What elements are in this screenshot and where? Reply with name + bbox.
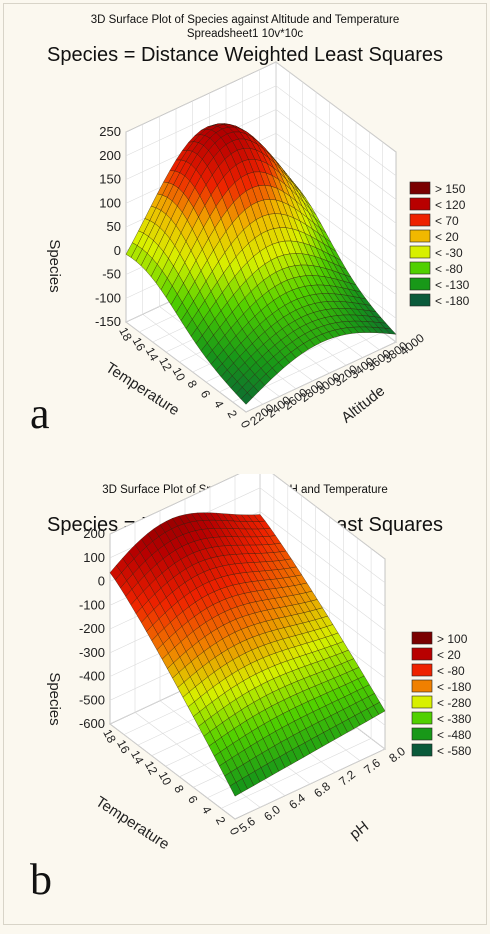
- legend-swatch: [411, 647, 433, 661]
- x-tick-label: 14: [128, 748, 147, 767]
- chart-title: 3D Surface Plot of Species against Altit…: [90, 14, 400, 26]
- legend: > 150 < 120 < 70 < 20 < -30 < -80 < -130 < -180: [409, 181, 470, 308]
- legend-label: < -30: [435, 246, 463, 260]
- x-tick-label: 6: [198, 388, 214, 401]
- surface: [125, 123, 397, 405]
- x-tick-label: 4: [199, 804, 215, 817]
- legend-label: < 120: [435, 198, 466, 212]
- legend-swatch: [409, 293, 431, 307]
- legend-swatch: [409, 261, 431, 275]
- z-tick-label: -50: [102, 267, 121, 282]
- z-tick-label: -400: [79, 669, 105, 684]
- x-tick-label: 10: [170, 365, 189, 384]
- legend-swatch: [409, 181, 431, 195]
- x-tick-label: 2: [224, 408, 240, 421]
- legend-swatch: [409, 213, 431, 227]
- legend-swatch: [409, 245, 431, 259]
- z-tick-label: 200: [99, 148, 121, 163]
- z-tick-labels: 250 200 150 100 50 0 -50 -100 -150: [95, 124, 121, 329]
- legend-swatch: [409, 197, 431, 211]
- surface-cell: [229, 782, 242, 797]
- z-tick-label: -600: [79, 716, 105, 731]
- legend-label: < -580: [437, 744, 472, 758]
- z-axis-label: Species: [46, 239, 63, 292]
- z-tick-labels: 200 100 0 -100 -200 -300 -400 -500 -600: [79, 526, 105, 731]
- z-tick-label: 150: [99, 172, 121, 187]
- legend-label: < -80: [437, 664, 465, 678]
- y-axis-label: pH: [346, 818, 372, 843]
- z-tick-label: 0: [114, 243, 121, 258]
- x-axis-label: Temperature: [93, 793, 173, 853]
- x-tick-label: 2: [213, 814, 229, 827]
- legend-label: < -480: [437, 728, 472, 742]
- chart-heading: Species = Distance Weighted Least Square…: [47, 44, 443, 66]
- x-tick-label: 6: [185, 793, 201, 806]
- legend-swatch: [411, 727, 433, 741]
- z-tick-label: 0: [98, 574, 105, 589]
- chart-panel-b: 3D Surface Plot of Species against pH an…: [4, 474, 486, 934]
- legend: > 100 < 20 < -80 < -180 < -280 < -380 < -480 < …: [411, 631, 472, 758]
- legend-swatch: [411, 631, 433, 645]
- x-tick-label: 14: [143, 345, 162, 364]
- legend-label: < -280: [437, 696, 472, 710]
- z-tick-label: 100: [83, 550, 105, 565]
- z-tick-label: 200: [83, 526, 105, 541]
- z-tick-label: -100: [79, 597, 105, 612]
- legend-label: < 70: [435, 214, 459, 228]
- z-tick-label: -500: [79, 692, 105, 707]
- x-tick-label: 12: [156, 355, 175, 374]
- chart-subtitle: Spreadsheet1 10v*10c: [186, 28, 304, 40]
- legend-label: > 150: [435, 182, 466, 196]
- legend-label: < 20: [437, 648, 461, 662]
- x-tick-label: 8: [184, 378, 200, 391]
- legend-label: < -180: [437, 680, 472, 694]
- panel-label: b: [30, 855, 52, 904]
- surface: [109, 512, 386, 797]
- x-tick-label: 16: [114, 737, 133, 756]
- z-tick-label: -150: [95, 314, 121, 329]
- x-tick-label: 8: [171, 783, 187, 796]
- legend-swatch: [411, 663, 433, 677]
- legend-label: < -180: [435, 294, 470, 308]
- z-tick-label: -200: [79, 621, 105, 636]
- surface-plot-b: 200 100 0 -100 -200 -300 -400 -500 -600181614121…: [46, 474, 472, 853]
- z-tick-label: 50: [107, 219, 121, 234]
- chart-panel-a: 3D Surface Plot of Species against Altit…: [4, 4, 486, 464]
- legend-label: < -130: [435, 278, 470, 292]
- legend-swatch: [411, 711, 433, 725]
- surface-cell: [240, 392, 253, 405]
- legend-swatch: [409, 277, 431, 291]
- x-tick-label: 16: [130, 335, 149, 354]
- y-tick-label: 4000: [397, 331, 427, 359]
- legend-swatch: [411, 695, 433, 709]
- x-tick-label: 4: [211, 398, 227, 411]
- gridline: [109, 534, 236, 820]
- x-tick-label: 18: [100, 727, 119, 746]
- legend-label: < -380: [437, 712, 472, 726]
- x-tick-label: 12: [142, 759, 161, 778]
- gridline: [125, 132, 247, 413]
- legend-label: < -80: [435, 262, 463, 276]
- legend-label: < 20: [435, 230, 459, 244]
- y-axis-label: Altitude: [338, 382, 388, 426]
- surface-plot-a: 250200150100500-50-100-15018161412108642…: [46, 61, 470, 431]
- legend-label: > 100: [437, 632, 468, 646]
- legend-swatch: [411, 743, 433, 757]
- legend-swatch: [409, 229, 431, 243]
- x-tick-label: 10: [156, 769, 175, 788]
- z-axis-label: Species: [46, 672, 63, 725]
- panel-label: a: [30, 389, 50, 438]
- y-tick-label: 8.0: [386, 744, 408, 766]
- z-tick-label: -300: [79, 645, 105, 660]
- z-tick-label: 250: [99, 124, 121, 139]
- figure-frame: 3D Surface Plot of Species against Altit…: [3, 3, 487, 925]
- x-tick-label: 18: [116, 325, 135, 344]
- z-tick-label: 100: [99, 195, 121, 210]
- legend-swatch: [411, 679, 433, 693]
- z-tick-label: -100: [95, 290, 121, 305]
